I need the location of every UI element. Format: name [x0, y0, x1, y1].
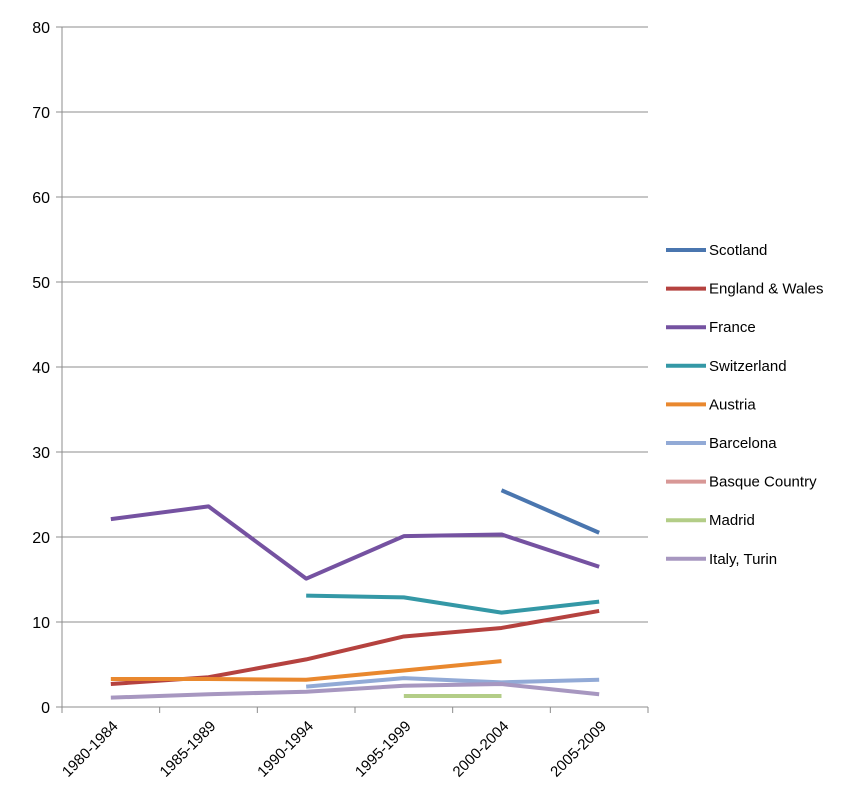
- series-line: [110, 504, 600, 581]
- series-france: [110, 504, 600, 581]
- legend-label: Barcelona: [709, 435, 777, 452]
- series-scotland: [500, 488, 600, 535]
- legend: Scotland England & Wales France Switzerland…: [666, 242, 824, 568]
- legend-label: England & Wales: [709, 281, 824, 298]
- y-tick-label: 10: [32, 615, 50, 632]
- legend-label: Madrid: [709, 512, 755, 529]
- x-tick-label: 1985-1989: [157, 718, 220, 781]
- y-tick-label: 0: [41, 700, 50, 717]
- y-tick-label: 60: [32, 190, 50, 207]
- y-tick-label: 40: [32, 360, 50, 377]
- y-tick-label: 20: [32, 530, 50, 547]
- y-tick-label: 70: [32, 105, 50, 122]
- x-tick-label: 1990-1994: [254, 718, 317, 781]
- x-tick-label: 2005-2009: [547, 718, 610, 781]
- legend-label: France: [709, 319, 756, 336]
- y-tick-label: 30: [32, 445, 50, 462]
- legend-label: Italy, Turin: [709, 551, 777, 568]
- series-italy-turin: [110, 682, 600, 700]
- series-line: [305, 676, 600, 689]
- x-tick-label: 2000-2004: [450, 718, 513, 781]
- gridlines: [62, 26, 648, 623]
- series-line: [306, 593, 600, 615]
- legend-label: Scotland: [709, 242, 767, 259]
- series-switzerland: [306, 593, 600, 615]
- legend-label: Switzerland: [709, 358, 787, 375]
- series-austria: [110, 659, 502, 682]
- y-tick-label: 50: [32, 275, 50, 292]
- series-lines: [110, 488, 600, 700]
- x-tick-label: 1995-1999: [352, 718, 415, 781]
- x-tick-label: 1980-1984: [59, 718, 122, 781]
- series-line: [110, 682, 600, 700]
- legend-label: Austria: [709, 396, 756, 413]
- series-line: [110, 659, 502, 682]
- axes: 0 10 20 30 40 50 60 70 80 1980-1984 1985-1989 1990-…: [32, 20, 649, 781]
- series-line: [500, 488, 600, 535]
- legend-label: Basque Country: [709, 474, 817, 491]
- series-barcelona: [305, 676, 600, 689]
- y-tick-label: 80: [32, 20, 50, 37]
